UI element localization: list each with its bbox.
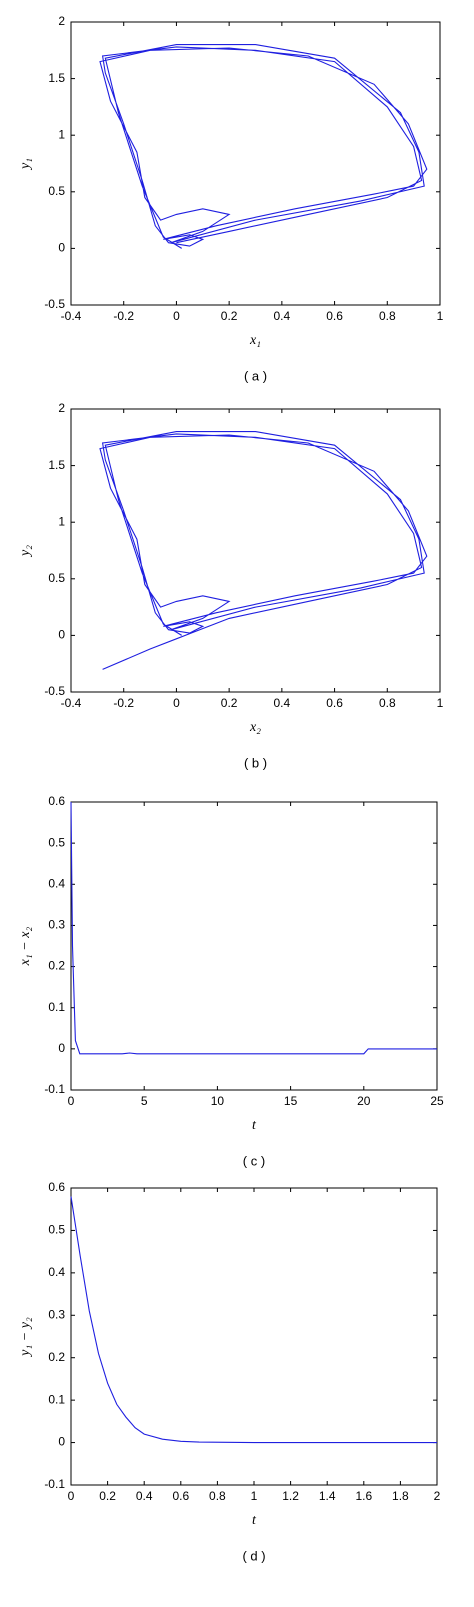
- caption: ( a ): [244, 368, 267, 383]
- x-tick-label: 0.6: [172, 1489, 189, 1503]
- x-tick-label: 0: [173, 696, 180, 710]
- y-tick-label: 0.4: [48, 876, 65, 890]
- x-tick-label: 0.4: [136, 1489, 153, 1503]
- x-tick-label: 0.2: [99, 1489, 116, 1503]
- y-tick-label: 0: [58, 241, 65, 255]
- y-axis-label: y₁: [18, 158, 33, 171]
- y-axis-label: y₂: [18, 545, 33, 558]
- y-tick-label: -0.5: [44, 297, 65, 311]
- x-tick-label: 0.2: [221, 696, 238, 710]
- x-tick-label: 1: [437, 696, 444, 710]
- y-tick-label: 0: [58, 1435, 65, 1449]
- x-tick-label: -0.2: [113, 696, 134, 710]
- y-tick-label: 0.2: [48, 959, 65, 973]
- x-tick-label: 0.2: [221, 309, 238, 323]
- x-axis-label: x₂: [249, 720, 261, 735]
- x-tick-label: 2: [434, 1489, 441, 1503]
- x-tick-label: 0.6: [326, 309, 343, 323]
- caption: ( c ): [243, 1153, 265, 1168]
- y-tick-label: 0.3: [48, 918, 65, 932]
- x-tick-label: 0.8: [379, 696, 396, 710]
- y-tick-label: 0.5: [48, 184, 65, 198]
- data-line: [70, 1196, 437, 1444]
- x-axis-label: x₁: [249, 333, 261, 348]
- plot-frame: [70, 801, 438, 1091]
- x-tick-label: 5: [141, 1094, 148, 1108]
- y-axis-label: x₁ − x₂: [18, 927, 33, 967]
- data-line: [99, 431, 428, 670]
- x-tick-label: 1.8: [392, 1489, 409, 1503]
- x-tick-label: 0.8: [209, 1489, 226, 1503]
- caption: ( b ): [244, 755, 267, 770]
- y-tick-label: 0: [58, 628, 65, 642]
- y-tick-label: -0.5: [44, 684, 65, 698]
- y-tick-label: 1.5: [48, 458, 65, 472]
- x-tick-label: 1.6: [355, 1489, 372, 1503]
- y-tick-label: 0.1: [48, 1392, 65, 1406]
- y-tick-label: 0.3: [48, 1307, 65, 1321]
- x-tick-label: 0: [173, 309, 180, 323]
- x-tick-label: 1.2: [282, 1489, 299, 1503]
- y-axis-label: y₁ − y₂: [18, 1317, 33, 1358]
- y-tick-label: 0.5: [48, 1223, 65, 1237]
- x-tick-label: 25: [430, 1094, 444, 1108]
- x-tick-label: 20: [357, 1094, 371, 1108]
- x-tick-label: 1.4: [319, 1489, 336, 1503]
- x-tick-label: 15: [284, 1094, 298, 1108]
- x-tick-label: 0: [68, 1489, 75, 1503]
- x-tick-label: -0.2: [113, 309, 134, 323]
- y-tick-label: 1: [58, 514, 65, 528]
- data-line: [99, 44, 428, 249]
- y-tick-label: 1.5: [48, 71, 65, 85]
- x-tick-label: 0.4: [274, 309, 291, 323]
- plot-frame: [70, 21, 441, 306]
- y-tick-label: -0.1: [44, 1082, 65, 1096]
- y-tick-label: 2: [58, 401, 65, 415]
- x-tick-label: 0: [68, 1094, 75, 1108]
- x-tick-label: 1: [251, 1489, 258, 1503]
- x-axis-label: t: [252, 1513, 257, 1528]
- y-tick-label: 0.5: [48, 571, 65, 585]
- y-tick-label: 2: [58, 14, 65, 28]
- y-tick-label: -0.1: [44, 1477, 65, 1491]
- plot-frame: [70, 1187, 438, 1486]
- x-tick-label: 0.6: [326, 696, 343, 710]
- data-line: [70, 801, 437, 1055]
- x-tick-label: 1: [437, 309, 444, 323]
- y-tick-label: 0.6: [48, 794, 65, 808]
- y-tick-label: 0: [58, 1041, 65, 1055]
- x-tick-label: 0.4: [274, 696, 291, 710]
- y-tick-label: 0.4: [48, 1265, 65, 1279]
- x-tick-label: -0.4: [61, 309, 82, 323]
- caption: ( d ): [242, 1548, 265, 1563]
- x-tick-label: 10: [211, 1094, 225, 1108]
- x-tick-label: 0.8: [379, 309, 396, 323]
- y-tick-label: 0.2: [48, 1350, 65, 1364]
- y-tick-label: 0.6: [48, 1180, 65, 1194]
- plot-frame: [70, 408, 441, 693]
- x-axis-label: t: [252, 1118, 257, 1133]
- y-tick-label: 1: [58, 127, 65, 141]
- x-tick-label: -0.4: [61, 696, 82, 710]
- y-tick-label: 0.1: [48, 1000, 65, 1014]
- y-tick-label: 0.5: [48, 835, 65, 849]
